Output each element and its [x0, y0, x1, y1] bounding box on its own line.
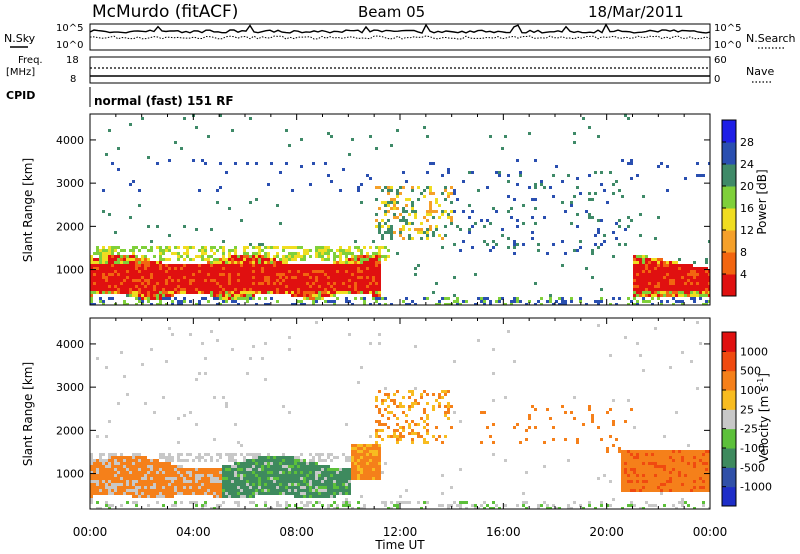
ytick-label: 3000 [56, 177, 84, 190]
power-panel: 1000 2000 3000 4000 Slant Range [km] 28 24 20… [21, 113, 769, 306]
nsky-tick-bottom: 10^0 [56, 40, 83, 51]
nsearch-label: N.Search [746, 32, 796, 45]
xtick-label: 20:00 [589, 525, 624, 539]
nsearch-tick-top: 10^5 [714, 23, 741, 34]
colorbar-swatch [722, 351, 736, 372]
freq-tick-bottom: 8 [70, 74, 76, 85]
nave-tick-bottom: 0 [714, 74, 720, 85]
ytick-label: 4000 [56, 338, 84, 351]
colorbar-swatch [722, 332, 736, 352]
freq-label-2: [MHz] [6, 67, 35, 78]
ytick-label: 1000 [56, 468, 84, 481]
time-axis: 00:00 04:00 08:00 12:00 16:00 20:00 00:00 [73, 525, 728, 539]
ytick-label: 2000 [56, 220, 84, 233]
nsky-series [89, 23, 711, 34]
date-label: 18/Mar/2011 [588, 3, 684, 21]
colorbar-swatch [722, 390, 736, 410]
xtick-label: 08:00 [279, 525, 314, 539]
power-colorbar: 28 24 20 16 12 8 4 [721, 119, 754, 297]
freq-strip: Freq. [MHz] 18 8 60 0 Nave [6, 55, 774, 85]
cpid-value: normal (fast) 151 RF [94, 94, 234, 108]
colorbar-tick: -500 [740, 461, 765, 474]
xtick-label: 04:00 [176, 525, 211, 539]
colorbar-tick: 8 [740, 246, 747, 259]
station-title: McMurdo (fitACF) [92, 2, 238, 22]
velocity-panel: 1000 2000 3000 4000 Slant Range [km] 1000 50… [21, 317, 772, 510]
velocity-image [90, 321, 710, 509]
colorbar-tick: -25 [740, 423, 758, 436]
freq-tick-top: 18 [66, 55, 79, 66]
colorbar-swatch [722, 120, 736, 143]
colorbar-swatch [722, 274, 736, 297]
freq-label-1: Freq. [18, 55, 43, 66]
colorbar-swatch [722, 252, 736, 275]
power-axes: 1000 2000 3000 4000 [56, 114, 711, 305]
nsearch-series [89, 35, 711, 40]
power-colorbar-label: Power [dB] [755, 169, 769, 234]
colorbar-swatch [722, 486, 736, 507]
nsearch-tick-bottom: 10^0 [714, 40, 741, 51]
ytick-label: 1000 [56, 264, 84, 277]
colorbar-swatch [722, 409, 736, 430]
power-ylabel: Slant Range [km] [21, 158, 35, 262]
nsky-tick-top: 10^5 [56, 23, 83, 34]
velocity-colorbar: 1000 500 100 25 -25 -100 -500 -1000 [721, 331, 772, 507]
nsky-label: N.Sky [4, 32, 36, 45]
colorbar-tick: -1000 [740, 481, 772, 494]
colorbar-tick: 500 [740, 365, 761, 378]
colorbar-swatch [722, 230, 736, 253]
colorbar-swatch [722, 448, 736, 468]
colorbar-tick: 16 [740, 202, 754, 215]
xtick-label: 12:00 [383, 525, 418, 539]
colorbar-tick: 28 [740, 136, 754, 149]
beam-label: Beam 05 [358, 3, 425, 21]
colorbar-swatch [722, 428, 736, 449]
colorbar-swatch [722, 208, 736, 231]
cpid-label: CPID [6, 89, 35, 102]
ytick-label: 4000 [56, 134, 84, 147]
colorbar-tick: 1000 [740, 345, 768, 358]
velocity-axes: 1000 2000 3000 4000 [56, 318, 711, 509]
colorbar-tick: 12 [740, 224, 754, 237]
ytick-label: 3000 [56, 381, 84, 394]
power-image [90, 114, 710, 305]
cpid-strip: CPID normal (fast) 151 RF [6, 87, 234, 108]
colorbar-swatch [722, 467, 736, 488]
xtick-label: 00:00 [73, 525, 108, 539]
colorbar-tick: 4 [740, 268, 747, 281]
colorbar-tick: 25 [740, 403, 754, 416]
colorbar-swatch [722, 370, 736, 391]
colorbar-swatch [722, 142, 736, 165]
velocity-colorbar-label: Velocity [m s-1] [756, 373, 771, 463]
colorbar-tick: 24 [740, 158, 754, 171]
colorbar-swatch [722, 186, 736, 209]
xtick-label: 16:00 [486, 525, 521, 539]
velocity-ylabel: Slant Range [km] [21, 362, 35, 466]
nave-tick-top: 60 [714, 55, 727, 66]
noise-strip: N.Sky 10^5 10^0 10^5 10^0 N.Search [4, 23, 796, 51]
xtick-label: 00:00 [693, 525, 728, 539]
nave-label: Nave [746, 65, 774, 78]
time-axis-label: Time UT [374, 538, 425, 552]
ytick-label: 2000 [56, 424, 84, 437]
colorbar-tick: 100 [740, 384, 761, 397]
colorbar-tick: 20 [740, 180, 754, 193]
colorbar-tick: -100 [740, 442, 765, 455]
colorbar-swatch [722, 164, 736, 187]
